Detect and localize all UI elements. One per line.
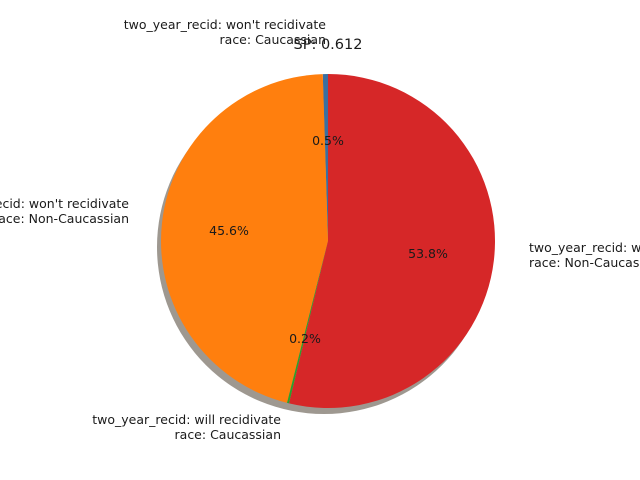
slice-label-1: two_year_recid: won't recidivate race: Ca… [124, 17, 327, 47]
slice-label-line: two_year_recid: will recidivate [529, 240, 640, 255]
pie-slice-1 [322, 74, 328, 241]
slice-label-line: race: Non-Caucassian [529, 255, 640, 270]
slice-label-3: two_year_recid: will recidivate race: Cau… [92, 412, 281, 442]
slice-label-line: two_year_recid: won't recidivate [124, 17, 327, 32]
pie-slice-3 [287, 241, 328, 404]
slice-label-line: race: Non-Caucassian [0, 211, 129, 226]
slice-label-line: two_year_recid: won't recidivate [0, 196, 129, 211]
pie-slice-4 [289, 74, 495, 408]
chart-title: SP: 0.612 [294, 37, 363, 53]
slice-label-line: race: Caucassian [220, 32, 326, 47]
pct-label-1: 0.5% [312, 133, 344, 148]
slice-label-line: two_year_recid: will recidivate [92, 412, 281, 427]
pct-label-4: 53.8% [408, 246, 448, 261]
pie-slices [161, 74, 495, 408]
slice-labels: two_year_recid: won't recidivate race: Ca… [0, 17, 640, 442]
pie-slice-2 [161, 74, 328, 403]
slice-label-line: race: Caucassian [175, 427, 281, 442]
pct-label-2: 45.6% [209, 223, 249, 238]
pct-label-3: 0.2% [289, 331, 321, 346]
pct-labels: 0.5% 45.6% 0.2% 53.8% [209, 133, 448, 346]
